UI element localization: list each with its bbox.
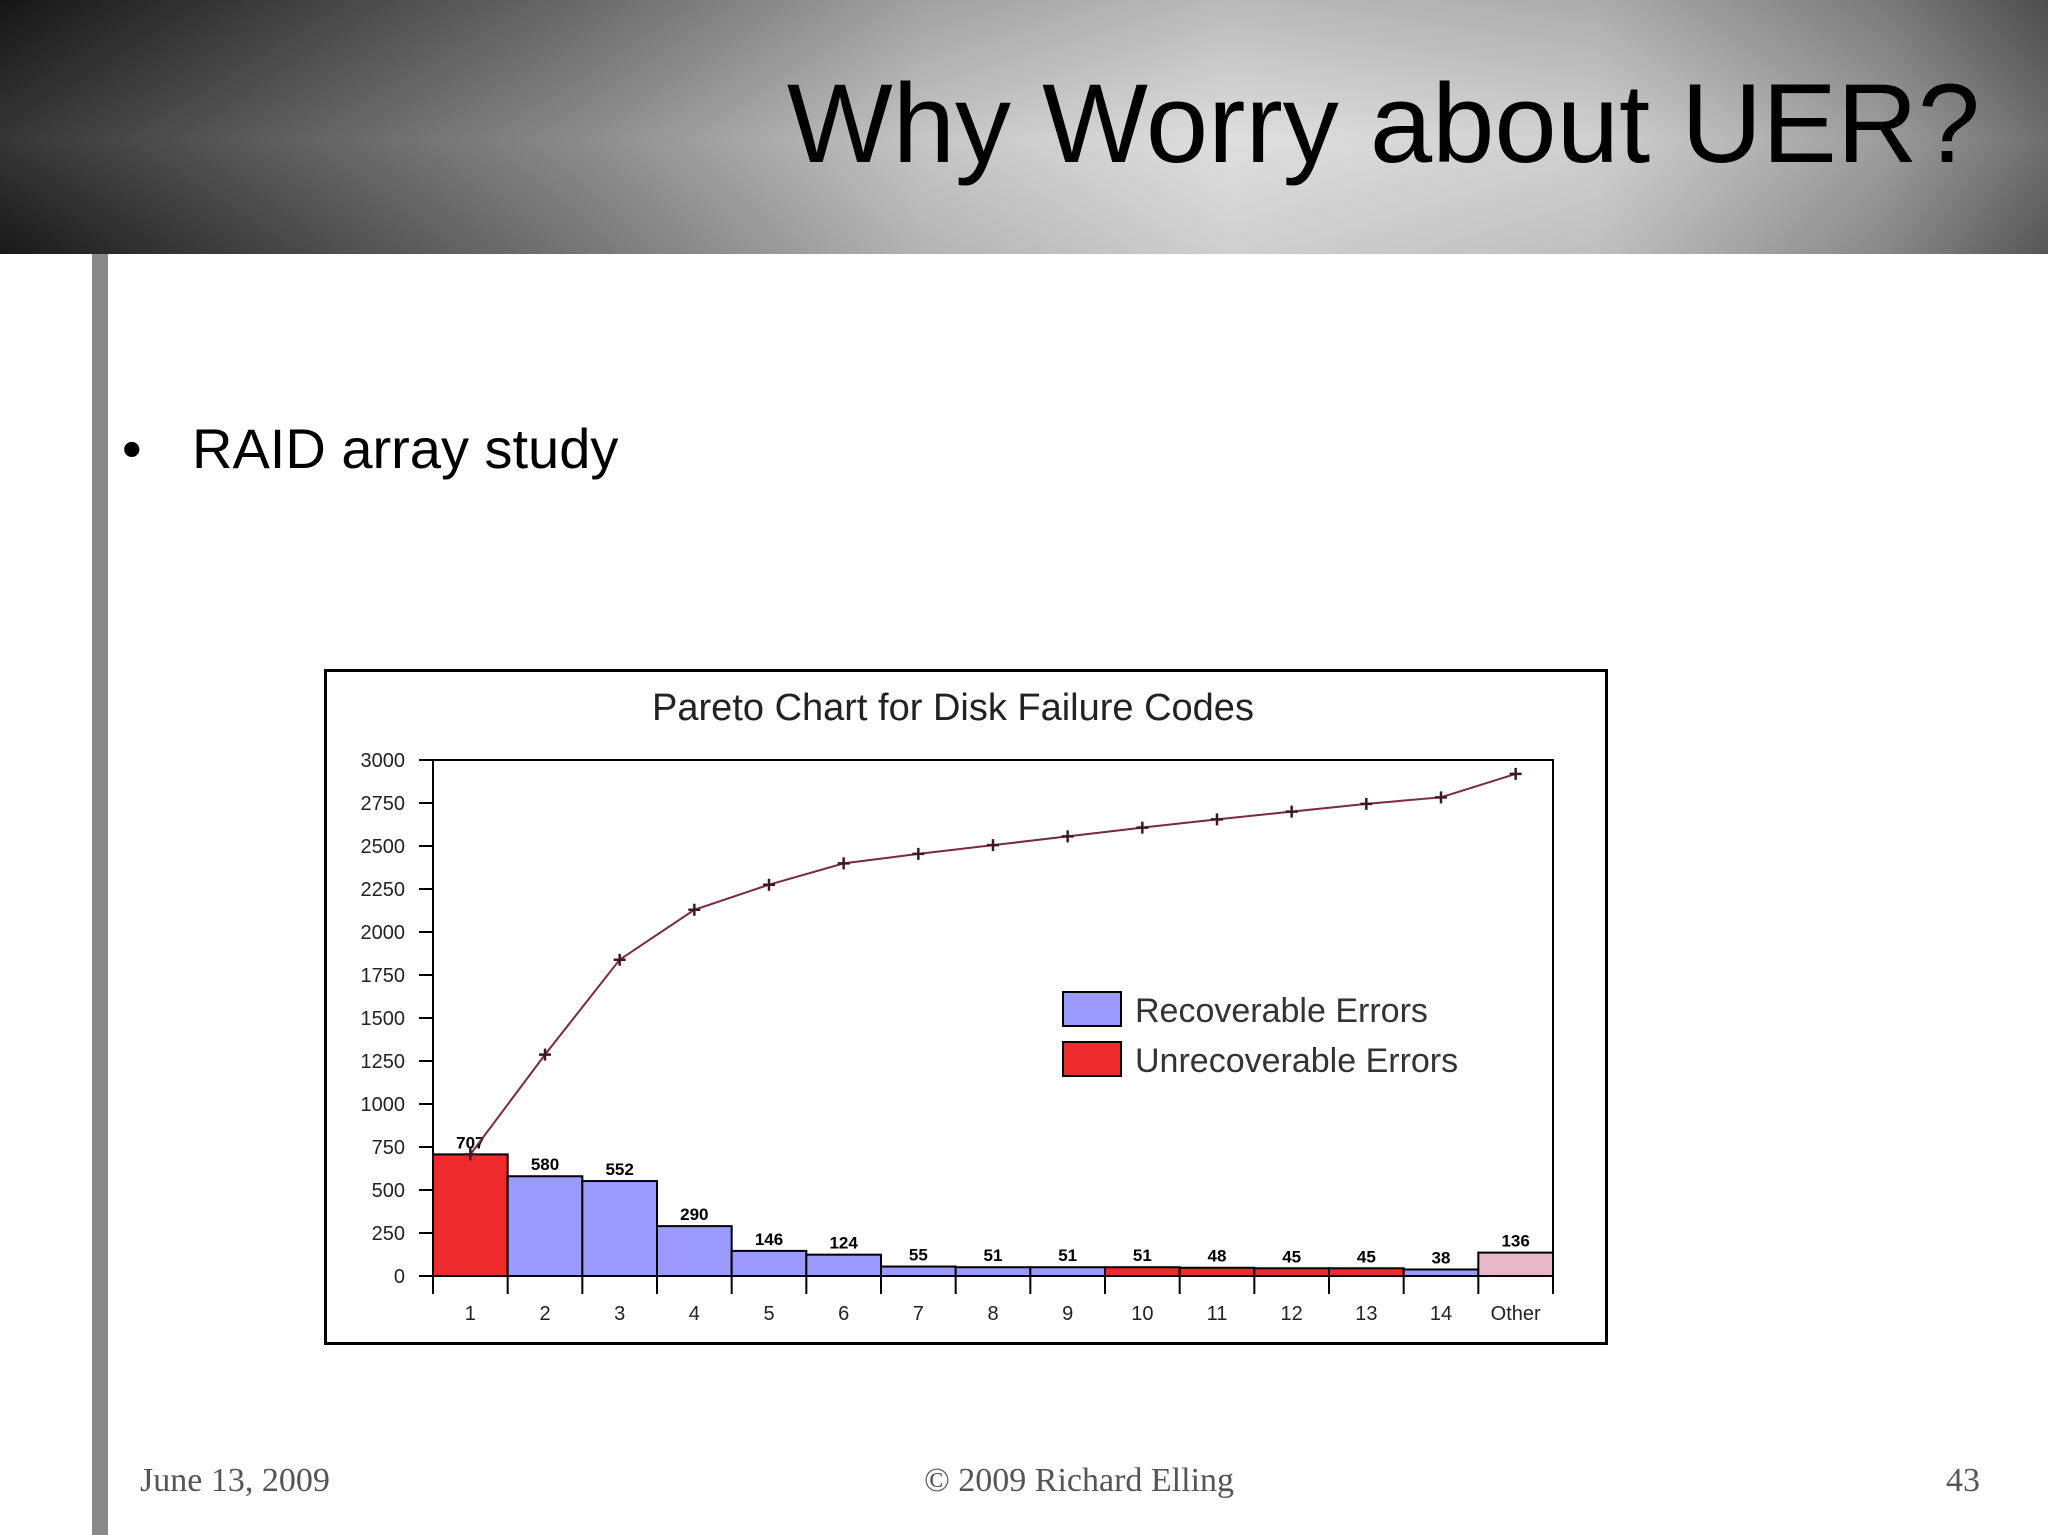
y-tick-label: 0 bbox=[394, 1266, 405, 1288]
footer-page-number: 43 bbox=[1946, 1462, 1980, 1499]
bar-2 bbox=[506, 1175, 584, 1277]
bar-3 bbox=[581, 1180, 658, 1277]
data-label: 552 bbox=[605, 1160, 633, 1179]
y-tick-label: 1500 bbox=[361, 1008, 406, 1030]
pareto-chart-svg: Pareto Chart for Disk Failure Codes 0 250 5… bbox=[361, 687, 1555, 1325]
y-tick-label: 1000 bbox=[361, 1094, 406, 1116]
bar-7 bbox=[880, 1265, 957, 1277]
bar-12 bbox=[1253, 1267, 1330, 1278]
cumulative-point bbox=[539, 1048, 551, 1061]
data-label: 124 bbox=[829, 1234, 858, 1253]
y-tick-label: 3000 bbox=[361, 750, 406, 772]
legend-label-recoverable: Recoverable Errors bbox=[1135, 992, 1428, 1030]
data-label: 707 bbox=[456, 1133, 484, 1152]
legend-swatch-recoverable bbox=[1062, 991, 1122, 1027]
data-label: 38 bbox=[1432, 1248, 1451, 1267]
cumulative-point bbox=[1509, 767, 1522, 780]
cumulative-point bbox=[763, 878, 775, 891]
cumulative-point bbox=[987, 839, 999, 852]
cumulative-point bbox=[1360, 797, 1373, 810]
data-label: 290 bbox=[680, 1205, 708, 1224]
cumulative-point bbox=[912, 847, 925, 860]
data-label: 48 bbox=[1208, 1247, 1227, 1266]
footer-date: June 13, 2009 bbox=[140, 1462, 330, 1499]
bar-14 bbox=[1402, 1268, 1480, 1277]
cumulative-point bbox=[464, 1148, 477, 1161]
x-tick-label: 2 bbox=[539, 1303, 550, 1325]
bar-4 bbox=[656, 1225, 733, 1277]
x-tick-label: 4 bbox=[689, 1303, 700, 1325]
data-label: 51 bbox=[1133, 1246, 1152, 1265]
x-tick-label: Other bbox=[1491, 1303, 1541, 1325]
y-tick-label: 2750 bbox=[361, 793, 406, 815]
bar-6 bbox=[805, 1253, 883, 1277]
x-tick-label: 6 bbox=[838, 1303, 849, 1325]
cumulative-point bbox=[1061, 830, 1074, 843]
bar-10 bbox=[1104, 1266, 1181, 1278]
x-tick-label: 5 bbox=[763, 1303, 774, 1325]
data-label: 45 bbox=[1357, 1247, 1376, 1266]
bullet-text: RAID array study bbox=[192, 417, 619, 480]
y-tick-label: 2500 bbox=[361, 836, 406, 858]
bullet-marker: • bbox=[122, 417, 142, 480]
x-tick-label: 11 bbox=[1207, 1303, 1228, 1325]
pareto-chart: Pareto Chart for Disk Failure Codes 0 250 5… bbox=[324, 669, 1608, 1345]
data-label: 45 bbox=[1282, 1247, 1301, 1266]
data-label: 580 bbox=[531, 1155, 559, 1174]
y-tick-label: 750 bbox=[372, 1137, 405, 1159]
data-label: 51 bbox=[984, 1246, 1003, 1265]
bar-11 bbox=[1178, 1266, 1256, 1278]
data-label: 55 bbox=[909, 1246, 928, 1265]
cumulative-line bbox=[469, 772, 1516, 1155]
x-tick-label: 14 bbox=[1430, 1303, 1452, 1325]
y-tick-label: 2250 bbox=[361, 879, 406, 901]
data-label: 146 bbox=[755, 1230, 783, 1249]
x-tick-label: 8 bbox=[987, 1303, 998, 1325]
data-label: 51 bbox=[1058, 1246, 1077, 1265]
data-label: 136 bbox=[1501, 1232, 1529, 1251]
x-tick-label: 9 bbox=[1062, 1303, 1073, 1325]
cumulative-point bbox=[837, 857, 850, 870]
x-tick-label: 13 bbox=[1355, 1303, 1377, 1325]
cumulative-point bbox=[1136, 821, 1149, 834]
x-tick-label: 10 bbox=[1131, 1303, 1153, 1325]
x-tick-label: 12 bbox=[1281, 1303, 1303, 1325]
bar-13 bbox=[1328, 1267, 1405, 1278]
y-tick-label: 2000 bbox=[361, 922, 406, 944]
y-tick-label: 1750 bbox=[361, 965, 406, 987]
footer-copyright: © 2009 Richard Elling bbox=[923, 1462, 1235, 1499]
bar-Other bbox=[1477, 1251, 1555, 1277]
cumulative-point bbox=[1211, 813, 1223, 826]
chart-title: Pareto Chart for Disk Failure Codes bbox=[652, 687, 1254, 729]
x-tick-label: 7 bbox=[913, 1303, 924, 1325]
bar-5 bbox=[730, 1249, 808, 1277]
slide-header-band bbox=[0, 0, 2048, 254]
y-tick-label: 250 bbox=[372, 1223, 405, 1245]
legend-swatch-unrecoverable bbox=[1062, 1041, 1122, 1077]
y-tick-label: 500 bbox=[372, 1180, 405, 1202]
cumulative-point bbox=[1285, 805, 1298, 818]
x-tick-label: 1 bbox=[465, 1303, 476, 1325]
cumulative-point bbox=[688, 903, 701, 916]
cumulative-point bbox=[613, 953, 626, 966]
left-accent-bar bbox=[92, 254, 108, 1535]
slide-title: Why Worry about UER? bbox=[787, 61, 1980, 186]
bar-1 bbox=[432, 1153, 509, 1277]
y-tick-label: 1250 bbox=[361, 1051, 406, 1073]
x-tick-label: 3 bbox=[614, 1303, 625, 1325]
legend-label-unrecoverable: Unrecoverable Errors bbox=[1135, 1042, 1458, 1080]
cumulative-point bbox=[1435, 791, 1447, 804]
bar-9 bbox=[1029, 1266, 1106, 1278]
bar-8 bbox=[954, 1266, 1032, 1278]
